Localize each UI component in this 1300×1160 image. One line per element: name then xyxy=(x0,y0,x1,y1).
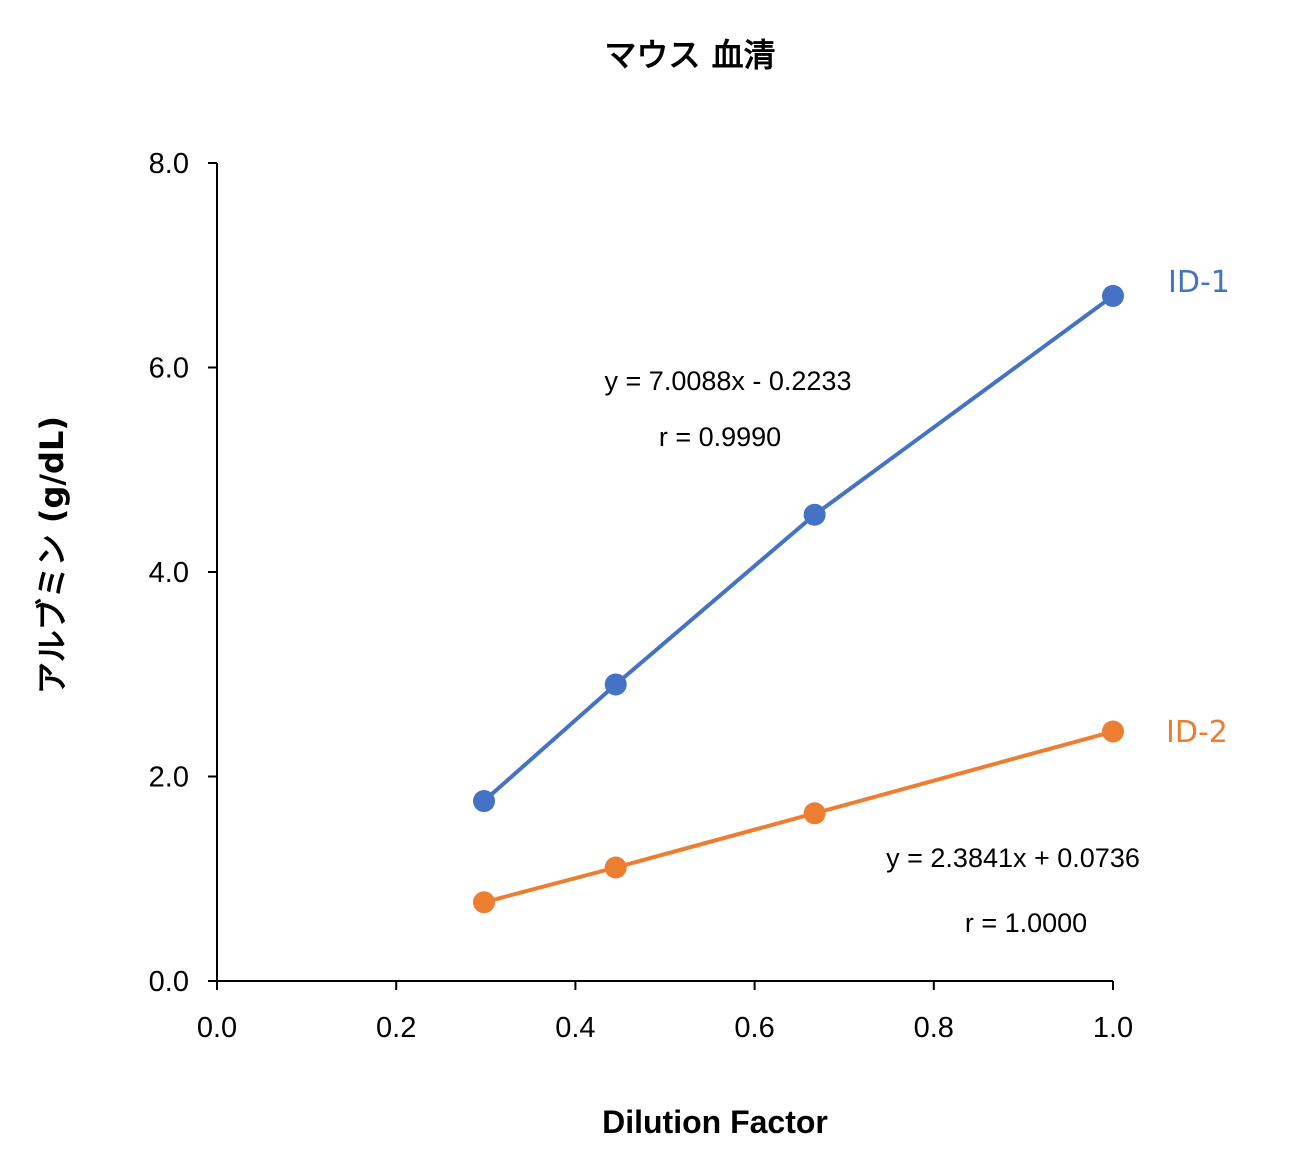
x-tick-label: 0.4 xyxy=(555,1012,595,1044)
data-point-id-1 xyxy=(1102,284,1124,307)
series-line-id-1 xyxy=(482,294,1115,803)
plot-area xyxy=(473,284,1124,914)
id2-r-value: r = 1.0000 xyxy=(965,908,1087,938)
y-tick-label: 0.0 xyxy=(149,966,189,998)
x-tick-label: 1.0 xyxy=(1093,1012,1133,1044)
chart-title: マウス 血清 xyxy=(604,36,775,74)
id1-equation: y = 7.0088x - 0.2233 xyxy=(605,366,852,396)
x-tick-label: 0.6 xyxy=(734,1012,774,1044)
id2-series-label: ID-2 xyxy=(1166,715,1228,750)
data-point-id-2 xyxy=(803,802,826,825)
data-point-id-1 xyxy=(604,673,627,696)
x-axis-label: Dilution Factor xyxy=(602,1104,828,1140)
data-point-id-2 xyxy=(1102,720,1124,743)
id2-equation: y = 2.3841x + 0.0736 xyxy=(886,843,1140,873)
y-tick-label: 8.0 xyxy=(149,148,189,180)
x-tick-label: 0.2 xyxy=(376,1012,416,1044)
data-point-id-2 xyxy=(604,856,627,879)
x-tick-label: 0.8 xyxy=(914,1012,954,1044)
data-point-id-2 xyxy=(473,891,496,914)
y-tick-label: 6.0 xyxy=(149,353,189,385)
axes: 0.0 0.2 0.4 0.6 0.8 1.0 0.0 2.0 4.0 6.0 8.0 xyxy=(149,148,1133,1044)
id1-series-label: ID-1 xyxy=(1168,265,1230,300)
data-point-id-1 xyxy=(803,503,826,526)
y-tick-label: 4.0 xyxy=(149,557,189,589)
series-line-id-2 xyxy=(483,729,1114,905)
y-axis-label: アルブミン (g/dL) xyxy=(33,416,71,694)
x-tick-label: 0.0 xyxy=(197,1012,237,1044)
id1-r-value: r = 0.9990 xyxy=(659,422,781,452)
y-tick-label: 2.0 xyxy=(149,762,189,794)
data-point-id-1 xyxy=(473,790,496,813)
